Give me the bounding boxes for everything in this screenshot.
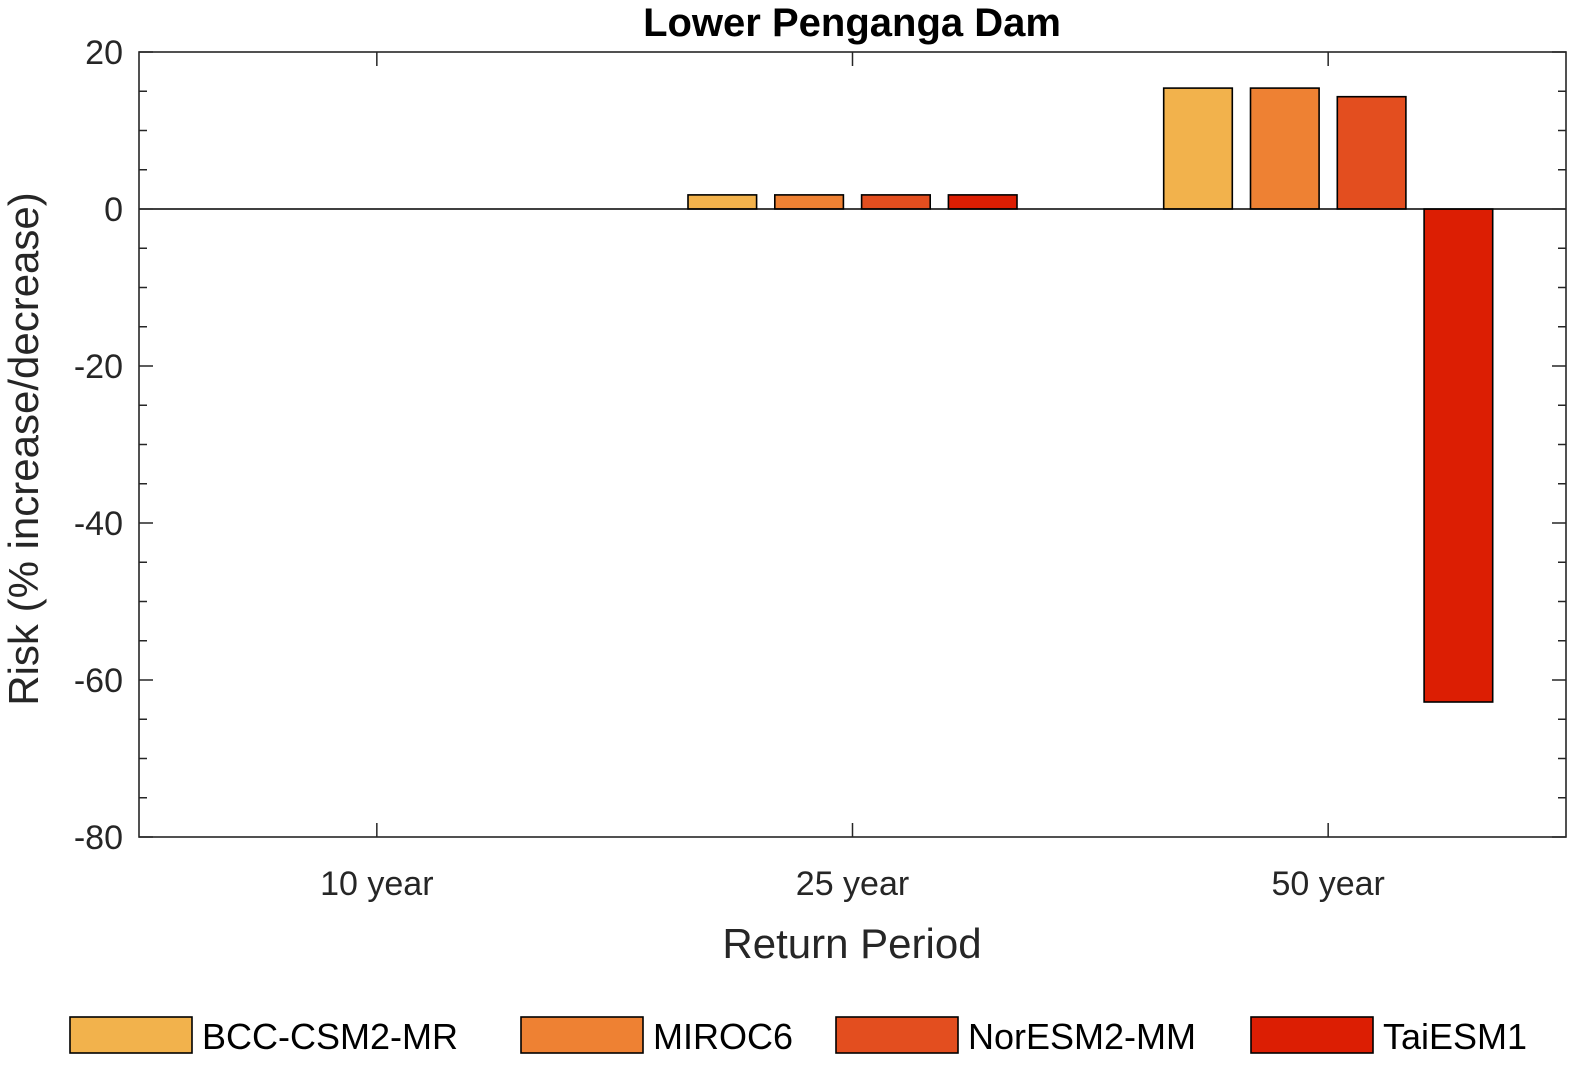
bar-noresm2-mm-50-year xyxy=(1336,95,1407,210)
y-tick-label: -80 xyxy=(74,819,123,857)
legend-label-noresm2-mm: NorESM2-MM xyxy=(968,1016,1196,1057)
y-tick-label: -60 xyxy=(74,662,123,700)
y-tick-label: 20 xyxy=(85,34,123,72)
x-tick-label: 50 year xyxy=(1271,865,1384,903)
bar-bcc-csm2-mr-50-year xyxy=(1162,87,1234,210)
legend-swatch-taiesm1 xyxy=(1250,1016,1374,1054)
plot-area xyxy=(138,51,1567,838)
y-tick-label: 0 xyxy=(104,191,123,229)
y-axis: 20 0 -20 -40 -60 -80 xyxy=(74,34,1566,857)
chart-title: Lower Penganga Dam xyxy=(643,1,1061,45)
y-axis-label: Risk (% increase/decrease) xyxy=(0,192,47,706)
plot-background xyxy=(139,52,1566,837)
y-tick-label: -20 xyxy=(74,348,123,386)
legend-swatch-miroc6 xyxy=(520,1016,644,1054)
legend-swatch-bcc-csm2-mr xyxy=(69,1016,193,1054)
bar-noresm2-mm-25-year xyxy=(860,194,931,210)
legend-label-miroc6: MIROC6 xyxy=(653,1016,793,1057)
x-tick-label: 10 year xyxy=(320,865,433,903)
bar-bcc-csm2-mr-25-year xyxy=(687,194,758,210)
legend-swatch-noresm2-mm xyxy=(835,1016,959,1054)
x-tick-label: 25 year xyxy=(796,865,909,903)
legend-label-bcc-csm2-mr: BCC-CSM2-MR xyxy=(202,1016,458,1057)
legend-label-taiesm1: TaiESM1 xyxy=(1383,1016,1527,1057)
y-tick-label: -40 xyxy=(74,505,123,543)
bar-miroc6-50-year xyxy=(1249,87,1320,210)
bar-miroc6-25-year xyxy=(773,194,845,210)
bar-taiesm1-25-year xyxy=(947,194,1018,210)
x-axis-label: Return Period xyxy=(722,920,981,967)
x-axis: 10 year 25 year 50 year xyxy=(320,52,1385,903)
legend: BCC-CSM2-MR MIROC6 NorESM2-MM TaiESM1 xyxy=(69,1016,1527,1057)
bar-taiesm1-50-year xyxy=(1423,208,1494,703)
